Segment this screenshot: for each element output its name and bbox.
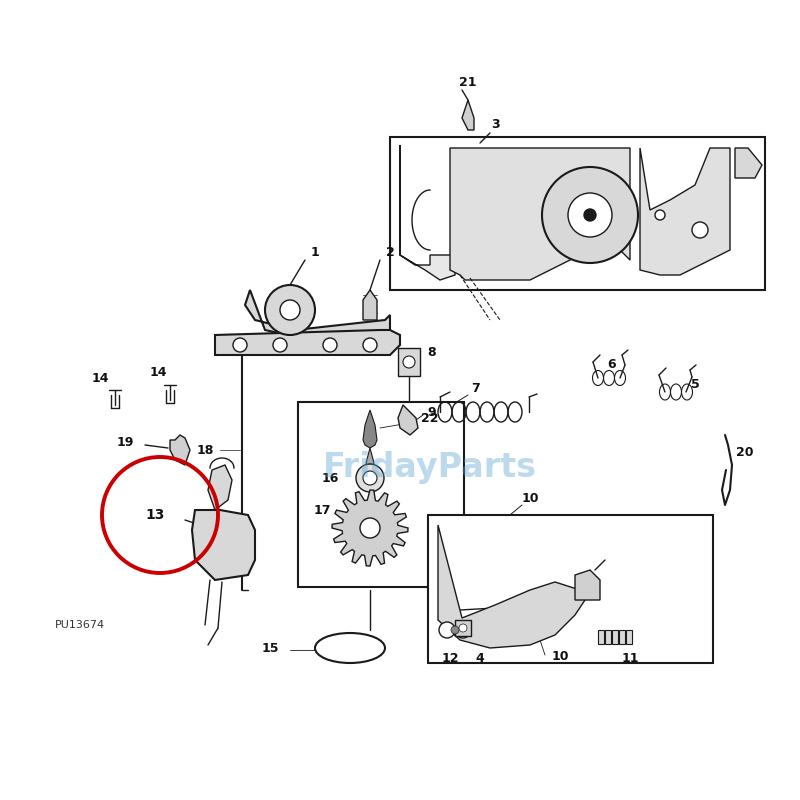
Text: 22: 22 [422, 411, 438, 425]
Text: 3: 3 [490, 118, 499, 131]
Polygon shape [462, 100, 474, 130]
Text: 8: 8 [428, 346, 436, 358]
Text: 7: 7 [470, 382, 479, 394]
Text: 13: 13 [146, 508, 165, 522]
Text: 15: 15 [262, 642, 278, 654]
Text: 21: 21 [459, 77, 477, 90]
Text: 18: 18 [196, 443, 214, 457]
Polygon shape [363, 410, 377, 448]
Bar [455, 620, 471, 636]
Polygon shape [208, 465, 232, 510]
Polygon shape [450, 148, 630, 280]
Text: 19: 19 [116, 435, 134, 449]
Bar [605, 630, 611, 644]
Bar [598, 630, 604, 644]
Polygon shape [438, 525, 585, 648]
Circle shape [273, 338, 287, 352]
Polygon shape [640, 148, 730, 275]
Circle shape [233, 338, 247, 352]
Circle shape [323, 338, 337, 352]
Text: 2: 2 [386, 246, 394, 259]
Polygon shape [398, 405, 418, 435]
Text: 17: 17 [314, 503, 330, 517]
Circle shape [455, 622, 471, 638]
Text: FridayParts: FridayParts [323, 451, 537, 485]
Bar [619, 630, 625, 644]
Text: 9: 9 [428, 406, 436, 419]
Circle shape [692, 222, 708, 238]
Text: 14: 14 [91, 371, 109, 385]
Bar [626, 630, 632, 644]
Text: 10: 10 [522, 491, 538, 505]
Circle shape [280, 300, 300, 320]
Polygon shape [245, 290, 390, 340]
Circle shape [584, 209, 596, 221]
Circle shape [363, 471, 377, 485]
Circle shape [363, 338, 377, 352]
Text: 10: 10 [551, 650, 569, 663]
Text: 16: 16 [322, 471, 338, 485]
Polygon shape [332, 490, 408, 566]
Circle shape [439, 622, 455, 638]
Circle shape [542, 167, 638, 263]
Text: 20: 20 [736, 446, 754, 459]
Text: 5: 5 [690, 378, 699, 391]
Circle shape [265, 285, 315, 335]
Circle shape [403, 356, 415, 368]
Polygon shape [400, 145, 455, 280]
Text: 11: 11 [622, 651, 638, 665]
Text: PU13674: PU13674 [55, 620, 105, 630]
Circle shape [451, 626, 459, 634]
Circle shape [568, 193, 612, 237]
Polygon shape [575, 570, 600, 600]
Bar [428, 515, 713, 663]
Text: 1: 1 [310, 246, 319, 259]
Text: 14: 14 [150, 366, 166, 379]
Polygon shape [215, 330, 400, 355]
Circle shape [356, 464, 384, 492]
Text: 12: 12 [442, 651, 458, 665]
Polygon shape [363, 290, 377, 320]
Bar [398, 348, 420, 376]
Bar [298, 402, 464, 587]
Polygon shape [170, 435, 190, 465]
Polygon shape [192, 510, 255, 580]
Circle shape [360, 518, 380, 538]
Bar [612, 630, 618, 644]
Text: 4: 4 [476, 651, 484, 665]
Text: 6: 6 [608, 358, 616, 371]
Circle shape [655, 210, 665, 220]
Circle shape [459, 624, 467, 632]
Polygon shape [735, 148, 762, 178]
Ellipse shape [315, 633, 385, 663]
Polygon shape [366, 448, 374, 470]
Bar [390, 137, 765, 290]
